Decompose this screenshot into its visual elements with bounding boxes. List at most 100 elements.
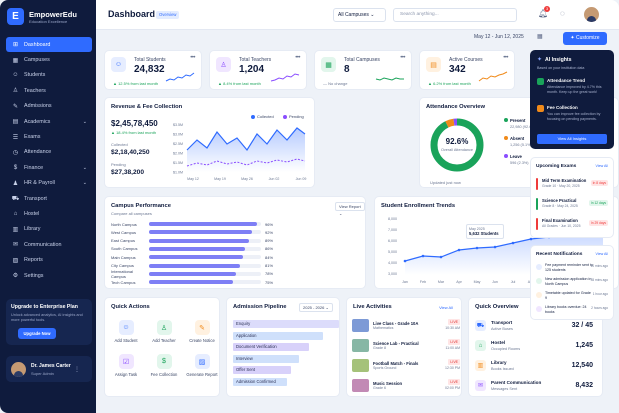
nav-icon: ✎ [12,103,19,110]
more-icon[interactable]: ••• [503,55,508,61]
sidebar-item-students[interactable]: ☺ Students [6,68,92,83]
overview-row: ⛟ Transport Active Buses 32 / 45 [475,317,593,340]
sidebar-item-teachers[interactable]: ♙ Teachers [6,83,92,98]
ai-title: AI Insights [545,57,572,63]
overview-value: 1,245 [575,342,593,349]
tooltip-month: May 2025 [469,227,485,231]
chat-icon[interactable]: ◌ [560,9,565,18]
stat-value: 342 [449,64,466,75]
bar-track [149,263,261,268]
x-tick-label: Mar [438,280,445,284]
bell-icon[interactable]: 🔔︎ [538,9,549,18]
sparkline [270,73,300,82]
quick-action-generate-report[interactable]: ▨ Generate Report [183,354,221,377]
legend-name: Absent [510,136,525,141]
nav-icon: ☺ [12,72,19,79]
calendar-icon[interactable]: ▦ [537,34,543,40]
upgrade-button[interactable]: Upgrade Now [18,328,56,339]
revenue-chart: $3.5M $3.0M $2.5M $2.0M $1.5M $1.0M May 12 May… [173,123,306,181]
sidebar-item-admissions[interactable]: ✎ Admissions [6,99,92,114]
sidebar-item-exams[interactable]: ☰ Exams [6,129,92,144]
x-tick-label: Apr [456,280,462,284]
data-point[interactable] [529,237,533,241]
notification-row[interactable]: New admission application in North Campu… [536,277,608,290]
nav-icon: ▦ [12,57,19,64]
avatar[interactable] [584,7,599,22]
y-tick-label: $3.0M [173,133,183,137]
activity-text: Football Match - Finals Sports Ground [369,361,418,370]
sidebar-item-settings[interactable]: ⚙ Settings [6,268,92,283]
exam-subtitle: All Grades · Jun 10, 2025 [542,224,581,228]
nav-icon: ♟ [12,180,19,187]
quick-action-create-notice[interactable]: ✎ Create Notice [183,320,221,343]
search-input[interactable]: Search anything... [393,8,517,22]
exam-row[interactable]: Science Practical Grade 8 · May 24, 2025 I… [536,198,608,213]
data-point[interactable] [403,259,407,263]
sidebar-item-hr-payroll[interactable]: ♟ HR & Payroll ⌄ [6,176,92,191]
sidebar-item-academics[interactable]: ▤ Academics ⌄ [6,114,92,129]
overview-value: 32 / 45 [571,322,593,329]
data-point[interactable] [421,254,425,258]
notification-row[interactable]: Fee payment reminder sent to 125 student… [536,263,608,276]
stat-value: 24,832 [134,64,165,75]
notification-badge: 3 [544,6,550,12]
quick-action-assign-task[interactable]: ☑ Assign Task [107,354,145,377]
view-all-link[interactable]: View All [439,305,453,310]
view-insights-button[interactable]: View All Insights [537,134,607,144]
quick-action-add-student[interactable]: ☺ Add Student [107,320,145,343]
sidebar-item-communication[interactable]: ✉ Communication [6,237,92,252]
customize-button[interactable]: ✦ Customize [563,32,607,45]
date-range[interactable]: May 12 - Jun 12, 2025 [474,34,524,40]
notification-text: New admission application in North Campu… [545,277,592,286]
sparkline [375,77,404,81]
more-icon[interactable]: ••• [400,55,405,61]
data-point[interactable] [439,255,443,259]
view-report-button[interactable]: View Report ⌄ [335,202,365,216]
stat-label: Total Students [134,57,166,63]
sidebar-item-attendance[interactable]: ◷ Attendance [6,145,92,160]
sidebar-item-campuses[interactable]: ▦ Campuses [6,52,92,67]
campus-percent: 75% [265,279,274,285]
stat-icon: ▤ [426,57,441,72]
exam-row[interactable]: Final Examination All Grades · Jun 10, 20… [536,218,608,233]
sidebar-item-transport[interactable]: ⛟ Transport [6,191,92,206]
live-activity-row[interactable]: Live Class - Grade 10A Mathematics LIVE 10:… [352,316,466,335]
x-tick-label: Jul [511,280,516,284]
campus-percent: 84% [265,254,274,260]
campus-select[interactable]: All Campuses ⌄ [333,8,386,22]
quick-action-fee-collection[interactable]: $ Fee Collection [145,354,183,377]
session-filter[interactable]: 2025 - 2026 ⌄ [299,303,333,312]
data-point[interactable] [457,248,461,252]
sidebar-item-reports[interactable]: ▨ Reports [6,252,92,267]
sidebar-item-finance[interactable]: $ Finance ⌄ [6,160,92,175]
sidebar-item-dashboard[interactable]: ⊞ Dashboard [6,37,92,53]
user-card[interactable]: Dr. James Carter Super Admin ⋮ [6,356,92,382]
live-activity-row[interactable]: Football Match - Finals Sports Ground LIVE… [352,356,466,375]
more-icon[interactable]: ••• [295,55,300,61]
more-icon[interactable]: ••• [190,55,195,61]
sidebar-item-label: Communication [24,241,62,248]
upgrade-title: Upgrade to Enterprise Plan [11,304,78,310]
sidebar-item-hostel[interactable]: ⌂ Hostel [6,206,92,221]
data-point[interactable] [475,246,479,250]
activity-title: Live Class - Grade 10A [373,321,419,326]
notification-row[interactable]: Library books overdue: 24 books 2 hours a… [536,305,608,318]
pipeline-stage: Admission Confirmed [233,377,287,386]
live-activity-row[interactable]: Science Lab - Practical Grade 8 LIVE 11:00 … [352,336,466,355]
view-all-link[interactable]: View All [595,164,608,168]
more-icon[interactable]: ⋮ [74,366,80,373]
view-all-link[interactable]: View All [595,252,608,256]
exams-title: Upcoming Exams [536,164,577,169]
chart-tooltip: May 2025 5,632 Students [466,224,504,239]
quick-action-add-teacher[interactable]: ♙ Add Teacher [145,320,183,343]
action-label: Add Teacher [152,338,176,343]
live-activity-row[interactable]: Music Session Grade 6 LIVE 02:00 PM [352,376,466,395]
pipeline-row: Enquiry [233,320,339,328]
legend-name: Present [510,118,526,123]
data-point[interactable] [493,245,497,249]
exam-row[interactable]: Mid Term Examination Grade 10 · May 20, 2… [536,178,608,193]
sidebar-item-library[interactable]: ▥ Library [6,222,92,237]
data-point[interactable] [511,241,515,245]
overview-row: ▥ Library Books Issued 12,540 [475,357,593,380]
